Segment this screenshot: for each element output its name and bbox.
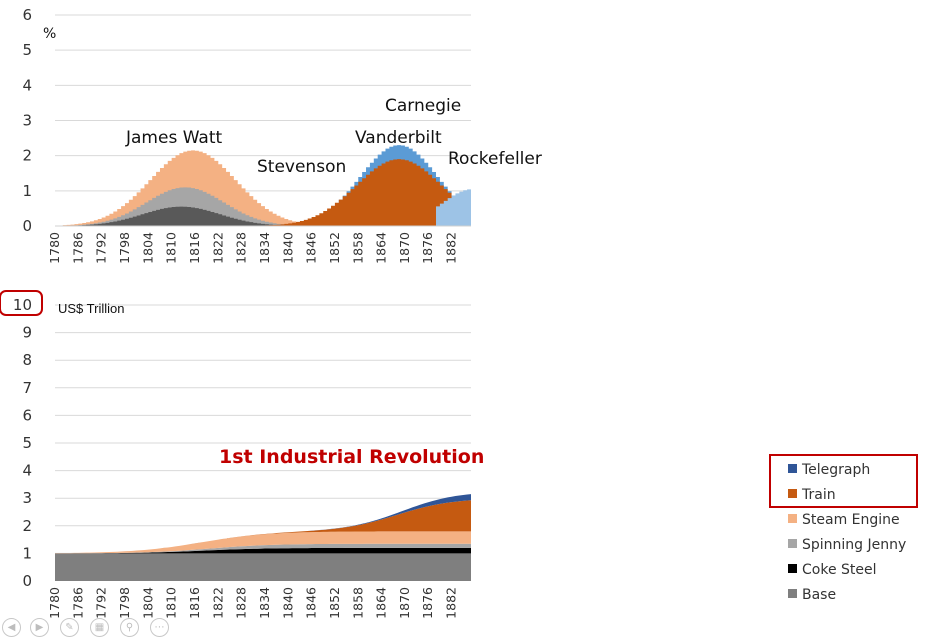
x-tick-label: 1864 <box>374 587 389 619</box>
legend-swatch <box>788 539 797 548</box>
y-tick-label: 2 <box>22 517 32 535</box>
legend: . Telegraph Train Steam Engine Spinning Jen… <box>769 449 918 603</box>
x-tick-label: 1834 <box>257 232 272 264</box>
pen-icon[interactable]: ✎ <box>60 618 79 637</box>
y-tick-label: 0 <box>22 572 32 590</box>
annotation-carnegie: Carnegie <box>385 96 461 116</box>
x-tick-label: 1816 <box>187 587 202 619</box>
series-area-late-tail <box>436 189 471 226</box>
annotation-rockefeller: Rockefeller <box>448 149 542 169</box>
x-tick-label: 1786 <box>70 232 85 264</box>
legend-label: Coke Steel <box>802 562 877 578</box>
x-tick-label: 1786 <box>70 587 85 619</box>
x-tick-label: 1792 <box>94 587 109 619</box>
more-options-icon[interactable]: ⋯ <box>150 618 169 637</box>
stack-area-train <box>55 500 471 554</box>
top-chart: 0 1 2 3 4 5 6 1780 1786 1792 1798 1804 1810 1816 1822… <box>22 6 541 264</box>
legend-label: Train <box>801 487 836 503</box>
stack-area-base <box>55 553 471 581</box>
legend-swatch <box>788 514 797 523</box>
legend-label: Base <box>802 587 836 603</box>
x-tick-label: 1798 <box>117 587 132 619</box>
x-tick-label: 1804 <box>140 587 155 619</box>
x-tick-label: 1858 <box>350 587 365 619</box>
legend-dot: . <box>832 449 834 458</box>
legend-label: Spinning Jenny <box>802 537 906 553</box>
legend-highlight-box <box>769 454 918 508</box>
x-tick-label: 1798 <box>117 232 132 264</box>
x-tick-label: 1840 <box>280 232 295 264</box>
annotation-stevenson: Stevenson <box>257 157 346 177</box>
bottom-unit-label: US$ Trillion <box>58 301 124 316</box>
y-tick-label: 4 <box>22 462 32 480</box>
x-tick-label: 1828 <box>234 232 249 264</box>
x-tick-label: 1804 <box>140 232 155 264</box>
y-tick-label: 5 <box>22 41 32 59</box>
x-tick-label: 1852 <box>327 232 342 264</box>
x-tick-label: 1864 <box>374 232 389 264</box>
x-tick-label: 1846 <box>304 587 319 619</box>
y-tick-label: 6 <box>22 406 32 424</box>
y-tick-label: 9 <box>22 324 32 342</box>
legend-label: Steam Engine <box>802 512 900 528</box>
x-tick-label: 1822 <box>210 587 225 619</box>
slides-grid-icon[interactable]: ▦ <box>90 618 109 637</box>
series-area-coke-steel <box>62 206 293 226</box>
x-tick-label: 1792 <box>94 232 109 264</box>
zoom-icon[interactable]: ⚲ <box>120 618 139 637</box>
y-tick-label: 5 <box>22 434 32 452</box>
stack-area-coke-steel <box>55 547 471 554</box>
y-max-highlight-box <box>0 290 43 316</box>
x-tick-label: 1816 <box>187 232 202 264</box>
bottom-chart: 0 1 2 3 4 5 6 7 8 9 10 1780 1786 1792 1798 1804 1810 181… <box>0 290 484 619</box>
x-tick-label: 1882 <box>444 587 459 619</box>
x-tick-label: 1870 <box>397 232 412 264</box>
stack-area-spinning-jenny <box>55 543 471 554</box>
x-tick-label: 1840 <box>280 587 295 619</box>
legend-label: Telegraph <box>801 462 870 478</box>
x-tick-label: 1810 <box>164 232 179 264</box>
y-tick-label: 3 <box>22 112 32 130</box>
x-tick-label: 1834 <box>257 587 272 619</box>
top-unit-label: % <box>43 26 56 42</box>
x-tick-label: 1858 <box>350 232 365 264</box>
y-tick-label: 1 <box>22 182 32 200</box>
x-tick-label: 1780 <box>47 232 62 264</box>
next-slide-icon[interactable]: ▶ <box>30 618 49 637</box>
legend-swatch <box>788 489 797 498</box>
x-tick-label: 1882 <box>444 232 459 264</box>
x-tick-label: 1846 <box>304 232 319 264</box>
y-tick-label: 1 <box>22 544 32 562</box>
series-area-train <box>257 159 471 226</box>
y-tick-label: 3 <box>22 489 32 507</box>
stack-area-steam-engine <box>55 531 471 554</box>
x-tick-label: 1780 <box>47 587 62 619</box>
legend-swatch <box>788 464 797 473</box>
x-tick-label: 1852 <box>327 587 342 619</box>
y-tick-label: 10 <box>13 296 32 314</box>
y-tick-label: 0 <box>22 217 32 235</box>
y-tick-label: 4 <box>22 76 32 94</box>
y-tick-label: 7 <box>22 379 32 397</box>
x-tick-label: 1876 <box>420 587 435 619</box>
x-tick-label: 1810 <box>164 587 179 619</box>
annotation-james-watt: James Watt <box>125 128 223 148</box>
legend-swatch <box>788 564 797 573</box>
legend-swatch <box>788 589 797 598</box>
series-area-spinning-jenny <box>62 187 300 226</box>
y-tick-label: 6 <box>22 6 32 24</box>
x-tick-label: 1828 <box>234 587 249 619</box>
annotation-vanderbilt: Vanderbilt <box>355 128 442 148</box>
y-tick-label: 8 <box>22 351 32 369</box>
prev-slide-icon[interactable]: ◀ <box>2 618 21 637</box>
x-tick-label: 1822 <box>210 232 225 264</box>
x-tick-label: 1870 <box>397 587 412 619</box>
x-tick-label: 1876 <box>420 232 435 264</box>
y-tick-label: 2 <box>22 147 32 165</box>
headline-industrial-revolution: 1st Industrial Revolution <box>219 446 484 468</box>
